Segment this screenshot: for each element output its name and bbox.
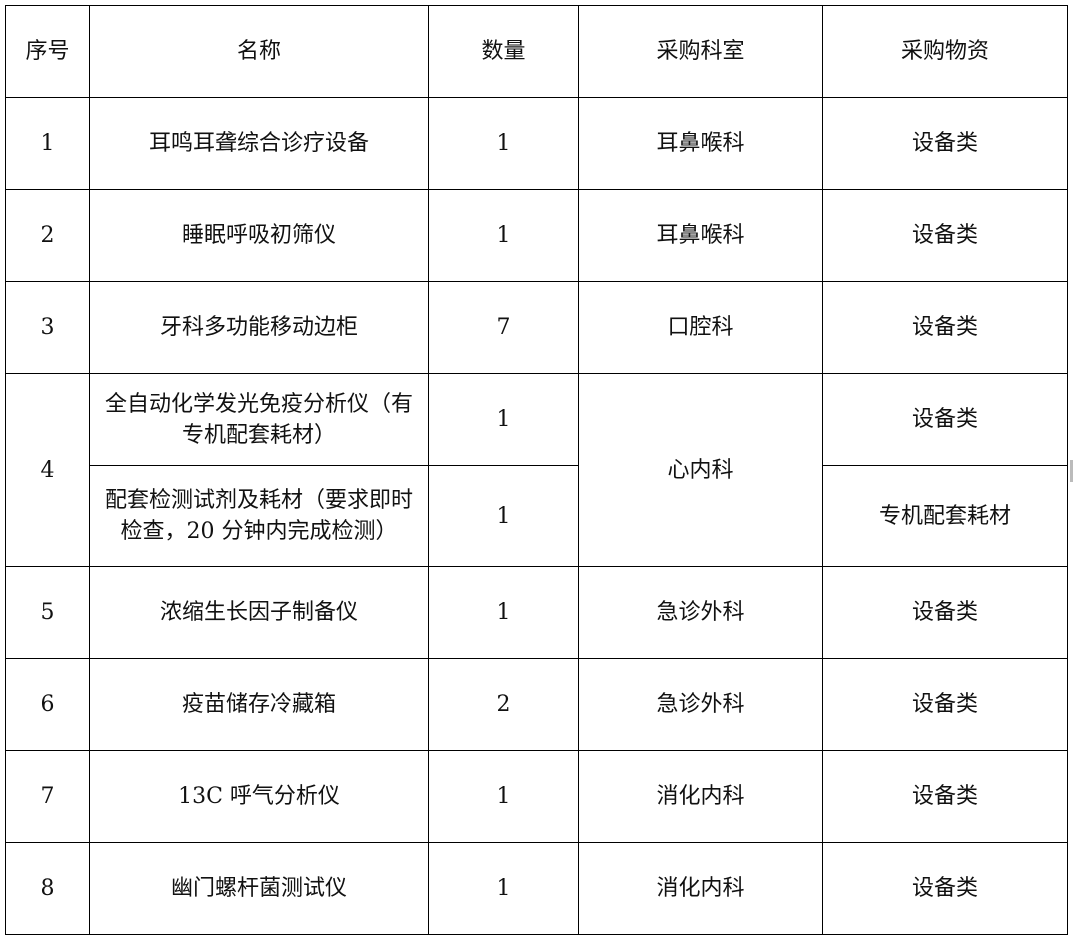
cell-name: 全自动化学发光免疫分析仪（有专机配套耗材） — [89, 373, 429, 466]
cell-type: 设备类 — [822, 842, 1068, 935]
cell-qty: 1 — [428, 566, 579, 659]
cell-no: 6 — [5, 658, 90, 751]
cell-dept: 心内科 — [578, 373, 823, 567]
cell-type: 设备类 — [822, 566, 1068, 659]
cell-no: 3 — [5, 281, 90, 374]
cell-qty: 1 — [428, 750, 579, 843]
cell-name: 耳鸣耳聋综合诊疗设备 — [89, 97, 429, 190]
table-row: 1 耳鸣耳聋综合诊疗设备 1 耳鼻喉科 设备类 — [5, 97, 1068, 190]
cell-no: 4 — [5, 373, 90, 567]
cell-no: 2 — [5, 189, 90, 282]
table-row: 4 全自动化学发光免疫分析仪（有专机配套耗材） 1 心内科 设备类 — [5, 373, 1068, 567]
table-row: 5 浓缩生长因子制备仪 1 急诊外科 设备类 — [5, 566, 1068, 659]
cell-no: 5 — [5, 566, 90, 659]
cell-type: 设备类 — [822, 658, 1068, 751]
cell-name: 疫苗储存冷藏箱 — [89, 658, 429, 751]
cell-dept: 消化内科 — [578, 750, 823, 843]
cell-dept: 耳鼻喉科 — [578, 97, 823, 190]
header-cell: 采购物资 — [822, 5, 1068, 98]
cell-dept: 口腔科 — [578, 281, 823, 374]
cell-name: 睡眠呼吸初筛仪 — [89, 189, 429, 282]
cell-qty: 1 — [428, 97, 579, 190]
cell-dept: 耳鼻喉科 — [578, 189, 823, 282]
table-row: 配套检测试剂及耗材（要求即时检查，20 分钟内完成检测） 1 专机配套耗材 — [6, 465, 1068, 567]
cell-type: 专机配套耗材 — [822, 465, 1068, 567]
procurement-table: 序号 名称 数量 采购科室 采购物资 1 耳鸣耳聋综合诊疗设备 1 耳鼻喉科 设备类 2 睡… — [5, 5, 1068, 935]
cell-no: 7 — [5, 750, 90, 843]
cell-no: 8 — [5, 842, 90, 935]
cell-qty: 2 — [428, 658, 579, 751]
cell-type: 设备类 — [822, 97, 1068, 190]
cell-dept: 消化内科 — [578, 842, 823, 935]
cell-name: 配套检测试剂及耗材（要求即时检查，20 分钟内完成检测） — [89, 465, 429, 567]
cell-name: 牙科多功能移动边柜 — [89, 281, 429, 374]
cell-name: 幽门螺杆菌测试仪 — [89, 842, 429, 935]
cell-type: 设备类 — [822, 373, 1068, 466]
cell-qty: 1 — [428, 373, 579, 466]
header-cell: 数量 — [428, 5, 579, 98]
cell-name: 浓缩生长因子制备仪 — [89, 566, 429, 659]
cell-type: 设备类 — [822, 281, 1068, 374]
cell-dept: 急诊外科 — [578, 566, 823, 659]
header-cell: 采购科室 — [578, 5, 823, 98]
cell-qty: 1 — [428, 189, 579, 282]
header-cell: 名称 — [89, 5, 429, 98]
table-row: 7 13C 呼气分析仪 1 消化内科 设备类 — [5, 750, 1068, 843]
cell-type: 设备类 — [822, 750, 1068, 843]
header-cell: 序号 — [5, 5, 90, 98]
cell-qty: 1 — [428, 465, 579, 567]
cell-qty: 1 — [428, 842, 579, 935]
cell-type: 设备类 — [822, 189, 1068, 282]
header-row: 序号 名称 数量 采购科室 采购物资 — [5, 5, 1068, 98]
cell-no: 1 — [5, 97, 90, 190]
table-row: 8 幽门螺杆菌测试仪 1 消化内科 设备类 — [5, 842, 1068, 935]
scroll-marker — [1070, 460, 1073, 482]
cell-name: 13C 呼气分析仪 — [89, 750, 429, 843]
table-row: 3 牙科多功能移动边柜 7 口腔科 设备类 — [5, 281, 1068, 374]
cell-dept: 急诊外科 — [578, 658, 823, 751]
cell-qty: 7 — [428, 281, 579, 374]
table-row: 2 睡眠呼吸初筛仪 1 耳鼻喉科 设备类 — [5, 189, 1068, 282]
table-row: 6 疫苗储存冷藏箱 2 急诊外科 设备类 — [5, 658, 1068, 751]
